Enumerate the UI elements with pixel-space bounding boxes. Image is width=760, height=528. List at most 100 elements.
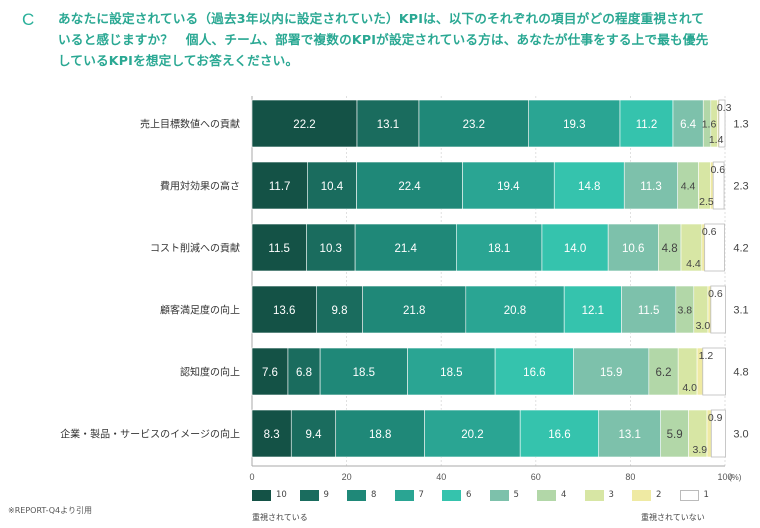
legend-note-left: 重視されている (252, 513, 308, 522)
legend-label: 9 (323, 490, 329, 500)
bar-segment (648, 347, 679, 396)
value-label: 6.8 (296, 367, 312, 379)
bar-segment (251, 285, 317, 334)
value-label: 18.1 (488, 243, 510, 255)
value-label-small: 4.0 (682, 382, 697, 394)
value-label-outside: 4.8 (733, 367, 748, 379)
value-label: 11.3 (640, 181, 662, 193)
bar-segment (541, 223, 609, 272)
bar-segment (251, 223, 307, 272)
bar-segment (251, 99, 358, 148)
category-label: コスト削減への貢献 (150, 242, 240, 255)
value-label-outside: 2.3 (733, 181, 748, 193)
bar-segment (619, 99, 674, 148)
value-label: 22.4 (398, 181, 421, 193)
value-label: 12.1 (582, 305, 604, 317)
value-label-small: 0.9 (708, 412, 723, 424)
value-label: 10.6 (622, 243, 644, 255)
value-label: 13.1 (618, 429, 640, 441)
value-label-small: 3.9 (692, 444, 707, 456)
bar-segment (462, 161, 555, 210)
bar-segment (702, 347, 726, 396)
value-label-outside: 1.3 (733, 119, 748, 131)
value-label: 7.6 (262, 367, 278, 379)
value-label: 22.2 (293, 119, 315, 131)
bar-segment (319, 347, 408, 396)
question-line-1: あなたに設定されている（過去3年以内に設定されていた）KPIは、以下のそれぞれの… (58, 11, 705, 26)
value-label: 20.2 (461, 429, 483, 441)
value-label: 10.3 (320, 243, 342, 255)
category-label: 顧客満足度の向上 (160, 304, 240, 317)
bar-segment (607, 223, 659, 272)
bar-segment (465, 285, 565, 334)
value-label: 18.5 (353, 367, 375, 379)
legend-swatch (252, 490, 271, 501)
x-tick-label: 80 (625, 472, 635, 482)
bar-segment (528, 99, 621, 148)
question-line-2: いると感じますか？ 個人、チーム、部署で複数のKPIが設定されている方は、あなた… (58, 32, 709, 47)
bar-segment (519, 409, 600, 458)
category-label: 企業・製品・サービスのイメージの向上 (60, 428, 240, 441)
value-label-small: 1.4 (709, 134, 724, 146)
question-line-3: しているKPIを想定してお答えください。 (58, 53, 299, 68)
legend-label: 7 (418, 490, 424, 500)
bar-segment (307, 161, 357, 210)
value-label: 21.4 (395, 243, 418, 255)
bar-segment (710, 409, 726, 458)
legend-label: 5 (513, 490, 519, 500)
bar-segment (424, 409, 521, 458)
legend-label: 8 (371, 490, 377, 500)
category-label: 認知度の向上 (180, 366, 240, 379)
bar-segment (710, 285, 726, 334)
bar-segment (494, 347, 574, 396)
x-unit-label: (%) (729, 473, 742, 482)
value-label-outside: 3.1 (733, 305, 748, 317)
category-label: 売上目標数値への貢献 (140, 118, 240, 131)
bar-segment (553, 161, 625, 210)
value-label: 21.8 (403, 305, 425, 317)
value-label: 18.8 (369, 429, 391, 441)
value-label: 11.2 (636, 119, 658, 131)
value-label: 19.3 (563, 119, 585, 131)
value-label: 5.9 (667, 429, 683, 441)
bar-segment (362, 285, 467, 334)
value-label: 6.4 (680, 119, 697, 131)
value-label: 14.0 (564, 243, 586, 255)
x-tick-label: 20 (342, 472, 352, 482)
value-label: 19.4 (497, 181, 520, 193)
value-label-small: 4.4 (686, 258, 701, 270)
value-label: 14.8 (578, 181, 600, 193)
bar-segment (718, 99, 726, 148)
bar-segment (306, 223, 356, 272)
bar-segment (598, 409, 661, 458)
legend-swatch (632, 490, 651, 501)
value-label-small: 4.4 (681, 181, 696, 193)
legend-swatch (584, 490, 604, 501)
value-label: 10.4 (321, 181, 344, 193)
value-label-small: 1.6 (702, 119, 717, 131)
value-label: 23.2 (463, 119, 485, 131)
legend-swatch (679, 490, 699, 501)
legend-swatch (537, 490, 556, 501)
value-label: 16.6 (523, 367, 545, 379)
bar-segment (456, 223, 543, 272)
bar-segment (251, 161, 308, 210)
bar-segment (354, 223, 457, 272)
value-label-outside: 3.0 (733, 429, 748, 441)
x-tick-label: 100 (717, 472, 732, 482)
value-label: 4.8 (662, 243, 678, 255)
bar-segment (672, 99, 704, 148)
value-label: 8.3 (264, 429, 280, 441)
legend-swatch (394, 490, 414, 501)
bar-segment (573, 347, 650, 396)
legend-swatch (442, 490, 461, 501)
value-label: 9.8 (332, 305, 348, 317)
legend-swatch (347, 490, 366, 501)
value-label-small: 3.8 (677, 305, 692, 317)
value-label: 18.5 (440, 367, 462, 379)
bar-segment (623, 161, 678, 210)
bar-segment (563, 285, 622, 334)
value-label: 9.4 (305, 429, 322, 441)
value-label-outside: 4.2 (733, 243, 748, 255)
value-label-small: 0.6 (710, 164, 725, 176)
